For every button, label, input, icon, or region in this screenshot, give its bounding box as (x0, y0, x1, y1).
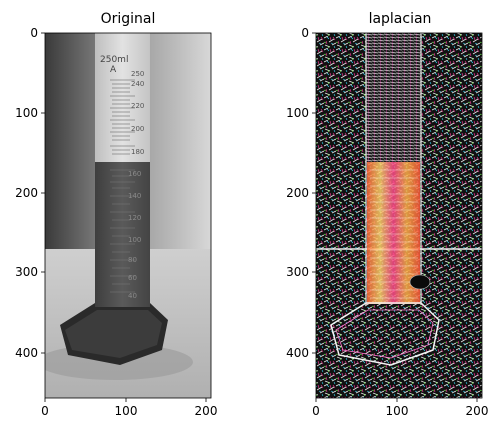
svg-text:300: 300 (15, 265, 38, 279)
svg-text:240: 240 (131, 80, 144, 88)
svg-text:400: 400 (15, 346, 38, 360)
svg-text:0: 0 (301, 26, 309, 40)
original-ticks (41, 32, 207, 402)
laplacian-ticks (312, 32, 478, 402)
svg-text:0: 0 (30, 26, 38, 40)
laplacian-image (316, 33, 482, 398)
svg-text:200: 200 (15, 186, 38, 200)
svg-text:160: 160 (128, 170, 141, 178)
svg-text:100: 100 (15, 106, 38, 120)
svg-text:100: 100 (128, 236, 141, 244)
svg-text:220: 220 (131, 102, 144, 110)
cylinder-class-text: A (110, 65, 117, 75)
svg-text:200: 200 (286, 186, 309, 200)
panel-title-original: Original (101, 11, 156, 27)
svg-text:0: 0 (312, 404, 320, 418)
svg-text:80: 80 (128, 256, 137, 264)
svg-text:120: 120 (128, 214, 141, 222)
svg-text:200: 200 (466, 404, 489, 418)
svg-text:300: 300 (286, 265, 309, 279)
svg-text:100: 100 (286, 106, 309, 120)
svg-text:0: 0 (41, 404, 49, 418)
panel-original: Original 250ml A 250 240 (15, 11, 217, 418)
svg-text:60: 60 (128, 274, 137, 282)
svg-text:200: 200 (131, 125, 144, 133)
original-y-tick-labels: 0 100 200 300 400 (15, 26, 38, 360)
original-image: 250ml A 250 240 220 200 180 160 140 120 … (45, 33, 211, 398)
svg-text:140: 140 (128, 192, 141, 200)
svg-text:100: 100 (115, 404, 138, 418)
svg-text:180: 180 (131, 148, 144, 156)
laplacian-y-tick-labels: 0 100 200 300 400 (286, 26, 309, 360)
graduation-marks (110, 79, 135, 155)
svg-text:100: 100 (386, 404, 409, 418)
svg-text:200: 200 (195, 404, 218, 418)
panel-laplacian: laplacian (286, 11, 488, 418)
svg-text:40: 40 (128, 292, 137, 300)
laplacian-x-tick-labels: 0 100 200 (312, 404, 488, 418)
svg-text:250: 250 (131, 70, 144, 78)
panel-title-laplacian: laplacian (369, 11, 432, 27)
original-x-tick-labels: 0 100 200 (41, 404, 217, 418)
cylinder-volume-text: 250ml (100, 55, 128, 65)
svg-text:400: 400 (286, 346, 309, 360)
graduation-labels: 250 240 220 200 180 (131, 70, 144, 156)
